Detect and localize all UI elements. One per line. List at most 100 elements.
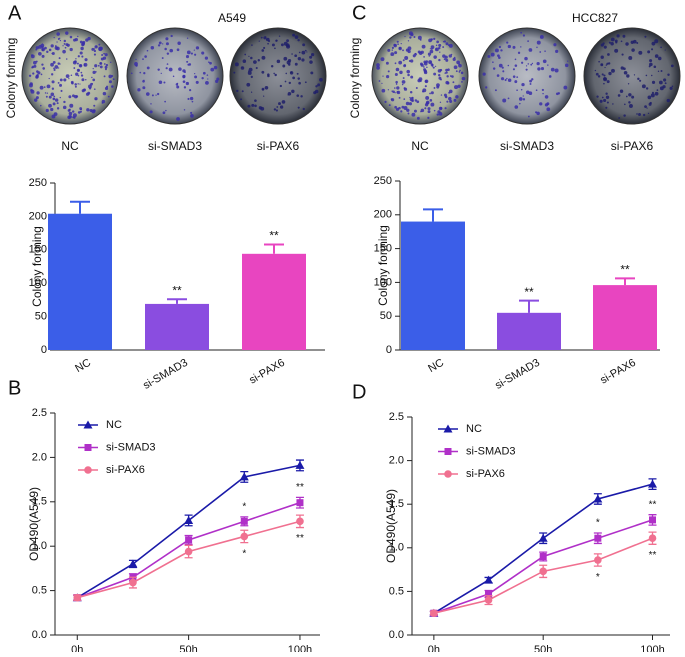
colony: [104, 68, 107, 71]
colony: [622, 34, 626, 38]
colony: [417, 35, 422, 40]
colony: [550, 67, 555, 72]
legend-label: NC: [466, 423, 482, 435]
colony: [52, 60, 56, 64]
colony: [420, 63, 424, 67]
colony: [455, 70, 458, 73]
colony: [376, 63, 380, 67]
colony: [36, 73, 39, 77]
colony: [639, 79, 642, 82]
colony: [436, 40, 439, 44]
colony: [283, 41, 288, 46]
colony: [264, 86, 269, 90]
colony: [157, 44, 161, 47]
colony: [671, 85, 674, 88]
colony: [43, 86, 46, 89]
y-tick-label: 250: [29, 177, 47, 189]
colony: [522, 95, 524, 97]
colony: [448, 91, 451, 94]
colony: [595, 72, 599, 76]
y-tick-label: 50: [35, 311, 47, 323]
colony: [254, 99, 257, 102]
colony: [641, 84, 646, 89]
colony: [80, 71, 83, 74]
colony: [395, 83, 398, 85]
colony: [603, 98, 607, 102]
colony: [182, 80, 186, 83]
colony: [194, 72, 196, 75]
significance: **: [620, 263, 630, 277]
colony: [313, 91, 317, 95]
colony: [423, 68, 427, 72]
colony: [185, 55, 190, 59]
colony: [31, 54, 34, 57]
colony: [92, 70, 96, 75]
colony: [98, 43, 101, 46]
colony: [51, 73, 54, 76]
colony: [617, 94, 621, 97]
y-tick-label: 1.5: [389, 498, 404, 510]
colony: [189, 89, 192, 92]
colony: [399, 70, 403, 75]
colony: [34, 98, 38, 102]
colony: [537, 67, 541, 71]
colony: [391, 49, 393, 51]
y-tick-label: 2.0: [32, 451, 47, 463]
colony: [494, 48, 499, 53]
bar: [48, 213, 112, 350]
colony: [279, 84, 283, 88]
colony: [184, 71, 186, 74]
colony: [288, 81, 291, 85]
colony: [297, 106, 300, 109]
colony: [395, 107, 400, 111]
colony: [403, 106, 408, 110]
colony: [297, 38, 300, 42]
colony: [659, 80, 663, 85]
colony: [195, 80, 199, 84]
colony: [80, 46, 84, 51]
data-point: [539, 553, 547, 561]
colony: [433, 55, 437, 59]
colony: [425, 95, 430, 100]
colony: [297, 56, 302, 61]
data-point: [295, 460, 305, 469]
colony: [423, 70, 428, 75]
y-tick-label: 150: [29, 244, 47, 256]
colony: [103, 63, 106, 65]
colony: [528, 48, 533, 52]
colony: [603, 82, 605, 85]
colony: [273, 108, 277, 111]
y-tick-label: 0.0: [32, 629, 47, 641]
colony: [166, 63, 169, 65]
colony: [215, 79, 219, 84]
colony: [501, 66, 504, 69]
colony: [619, 89, 624, 93]
colony: [298, 51, 301, 54]
panel-label: B: [8, 377, 21, 399]
colony: [72, 110, 75, 113]
colony: [624, 103, 626, 106]
colony: [437, 110, 441, 114]
dish: [21, 27, 119, 125]
colony: [657, 56, 662, 61]
colony: [50, 92, 55, 97]
colony: [453, 56, 456, 59]
colony: [176, 85, 180, 89]
colony: [645, 74, 648, 77]
colony: [63, 42, 66, 45]
legend-label: si-PAX6: [106, 464, 145, 476]
legend-marker: [443, 424, 453, 433]
colony: [46, 84, 51, 89]
colony: [306, 51, 308, 53]
colony: [567, 60, 569, 62]
colony: [250, 91, 253, 93]
colony: [68, 78, 70, 80]
colony: [76, 68, 80, 72]
data-point: [184, 547, 193, 556]
colony: [651, 48, 654, 51]
colony: [404, 35, 406, 38]
colony: [234, 62, 239, 67]
colony: [146, 66, 150, 70]
colony: [454, 85, 459, 90]
colony: [291, 53, 293, 55]
